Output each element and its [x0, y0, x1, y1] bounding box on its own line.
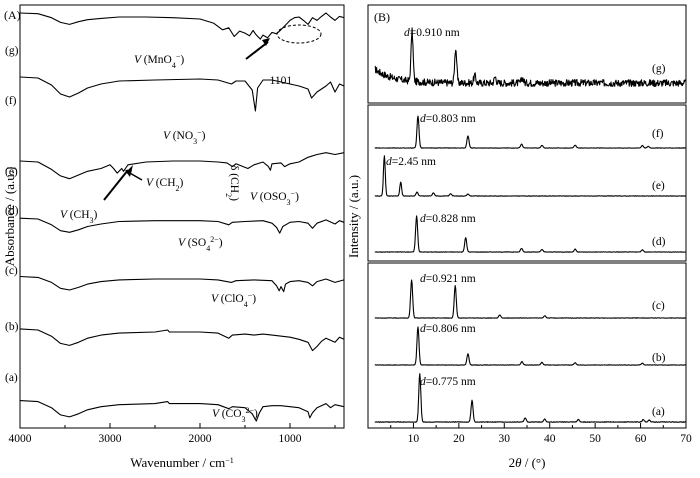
ftir-ion-label: V (ClO4−) [211, 291, 256, 309]
panel-a-ftir: 4000 3000 2000 1000 Wavenumber / cm−1 Absorba… [2, 4, 345, 470]
ftir-ch2-label: V (CH2) [146, 177, 184, 193]
xrd-x-tick-label: 40 [544, 433, 556, 445]
xrd-trace-a [374, 373, 686, 423]
xrd-trace-g [374, 27, 686, 88]
ftir-trace-letter: (c) [5, 265, 18, 277]
ftir-x-tick-label: 2000 [189, 433, 212, 445]
ftir-ch2-arrowhead [125, 170, 132, 176]
ftir-ion-label: V (SO42−) [178, 235, 223, 253]
xrd-subpanel-frame [367, 4, 687, 104]
ftir-y-axis-title: Absorbance / (a.u.) [2, 167, 17, 267]
xrd-d-spacing-label: d=0.828 nm [420, 213, 476, 225]
ftir-ch3-label: V (CH3) [60, 209, 98, 225]
panel-b-label: (B) [374, 10, 390, 24]
xrd-x-tick-label: 70 [680, 433, 692, 445]
ftir-ion-label: V (OSO3−) [250, 189, 299, 207]
xrd-d-spacing-label: d=0.803 nm [420, 113, 476, 125]
xrd-trace-letter: (e) [652, 180, 665, 192]
ftir-trace-letter: (g) [5, 45, 19, 57]
xrd-d-spacing-label: d=0.921 nm [420, 273, 476, 285]
xrd-subpanel-frame [367, 104, 687, 262]
ftir-trace-a [19, 400, 345, 422]
xrd-d-spacing-label: d=2.45 nm [386, 156, 436, 168]
xrd-d-spacing-label: d=0.806 nm [420, 323, 476, 335]
ftir-ion-label: V (NO3−) [163, 128, 206, 146]
xrd-trace-letter: (g) [652, 63, 666, 75]
xrd-trace-f [374, 115, 686, 149]
ftir-trace-letter: (f) [5, 95, 17, 107]
ftir-trace-letter: (a) [5, 372, 18, 384]
xrd-x-tick-label: 20 [453, 433, 465, 445]
ftir-x-tick-label: 3000 [99, 433, 122, 445]
ftir-trace-c [19, 275, 345, 293]
xrd-subpanel-frame [367, 262, 687, 429]
ftir-mn-arrow [245, 41, 269, 60]
xrd-trace-letter: (a) [652, 406, 665, 418]
ftir-trace-g [19, 12, 345, 40]
xrd-trace-c [374, 279, 686, 319]
xrd-trace-b [374, 326, 686, 366]
xrd-trace-letter: (b) [652, 352, 666, 364]
ftir-x-axis-title: Wavenumber / cm−1 [130, 455, 234, 470]
panel-a-label: (A) [4, 8, 21, 22]
ftir-trace-letter: (b) [5, 321, 19, 333]
xrd-trace-letter: (c) [652, 300, 665, 312]
ftir-mn-arrowhead [262, 38, 270, 46]
ftir-delta-ch2-label: δ (CH2) [225, 165, 241, 201]
xrd-trace-e [374, 155, 686, 197]
ftir-1101-label: 1101 [270, 75, 293, 87]
ftir-trace-d [19, 217, 345, 234]
xrd-trace-letter: (f) [652, 128, 664, 140]
xrd-x-axis-title: 2θ / (°) [509, 455, 546, 470]
ftir-trace-letter: (d) [5, 205, 19, 217]
xrd-y-axis-title: Intensity / (a.u.) [346, 175, 361, 258]
xrd-d-spacing-label: d=0.775 nm [420, 376, 476, 388]
xrd-x-tick-label: 10 [408, 433, 420, 445]
xrd-d-spacing-label: d=0.910 nm [404, 27, 460, 39]
xrd-x-tick-label: 30 [499, 433, 511, 445]
ftir-trace-e [19, 152, 345, 180]
ftir-x-tick-label: 1000 [279, 433, 302, 445]
ftir-ch3-arrow [103, 169, 129, 201]
ftir-ion-label: V (CO32−) [212, 406, 258, 424]
xrd-x-tick-label: 60 [635, 433, 647, 445]
ftir-x-tick-label: 4000 [9, 433, 32, 445]
xrd-trace-d [374, 215, 686, 253]
ftir-trace-letter: (e) [5, 166, 18, 178]
ftir-dashed-ellipse [276, 24, 322, 44]
xrd-x-tick-label: 50 [589, 433, 601, 445]
ftir-ion-label: V (MnO4−) [134, 52, 184, 70]
xrd-trace-letter: (d) [652, 236, 666, 248]
ftir-trace-b [19, 328, 345, 352]
panel-a-frame [19, 4, 345, 429]
ftir-trace-f [19, 76, 345, 112]
panel-b-xrd: (g) d=0.910 nm (f) d=0.803 nm (e) d=2.45 nm (d… [346, 4, 692, 470]
